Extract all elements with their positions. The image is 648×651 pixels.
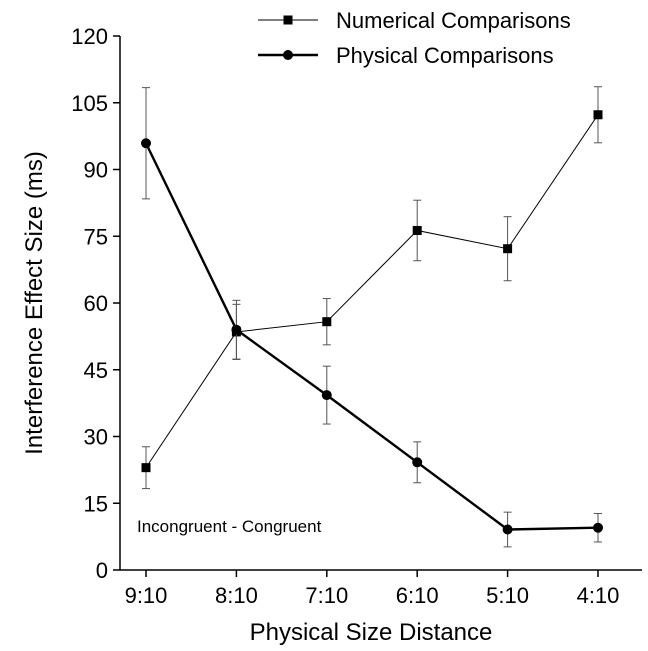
legend-label: Physical Comparisons: [336, 43, 554, 68]
data-point-square: [503, 244, 513, 254]
data-point-circle: [502, 524, 513, 535]
series-line: [144, 142, 599, 531]
x-tick-label: 4:10: [577, 583, 620, 608]
legend: Numerical Comparisons Physical Comparison…: [258, 8, 571, 68]
x-axis-title: Physical Size Distance: [250, 619, 493, 646]
data-point-square: [322, 317, 332, 327]
legend-marker-circle: [283, 50, 293, 60]
x-tick-label: 5:10: [486, 583, 529, 608]
data-point-circle: [231, 324, 242, 335]
legend-marker-square: [283, 15, 293, 25]
data-point-square: [141, 463, 151, 473]
data-point-square: [412, 225, 422, 235]
y-tick-label: 120: [71, 24, 108, 49]
x-tick-label: 9:10: [125, 583, 168, 608]
y-tick-label: 105: [71, 91, 108, 116]
data-point-circle: [141, 138, 151, 149]
series-physical: [141, 87, 603, 548]
y-tick-label: 90: [84, 158, 108, 183]
chart-annotation: Incongruent - Congruent: [137, 517, 322, 536]
axes: [113, 35, 642, 577]
y-axis-title: Interference Effect Size (ms): [21, 151, 48, 455]
y-tick-label: 60: [84, 291, 108, 316]
series-layer: [141, 86, 603, 548]
data-point-circle: [412, 457, 423, 468]
data-point-square: [593, 110, 603, 120]
y-tick-label: 0: [96, 558, 108, 583]
y-tick-label: 30: [84, 425, 108, 450]
x-tick-label: 8:10: [215, 583, 258, 608]
legend-label: Numerical Comparisons: [336, 8, 571, 33]
y-tick-label: 15: [84, 491, 108, 516]
x-tick-label: 7:10: [305, 583, 348, 608]
data-point-circle: [321, 390, 332, 401]
x-tick-label: 6:10: [396, 583, 439, 608]
series-line: [145, 114, 599, 468]
series-numerical: [141, 86, 603, 490]
tick-labels: 0 15 30 45 60 75 90 105 120 9:10 8:10 7:10 6:10 5:10 4…: [71, 24, 619, 608]
y-tick-label: 75: [84, 224, 108, 249]
data-point-circle: [593, 522, 603, 533]
y-tick-label: 45: [84, 358, 108, 383]
